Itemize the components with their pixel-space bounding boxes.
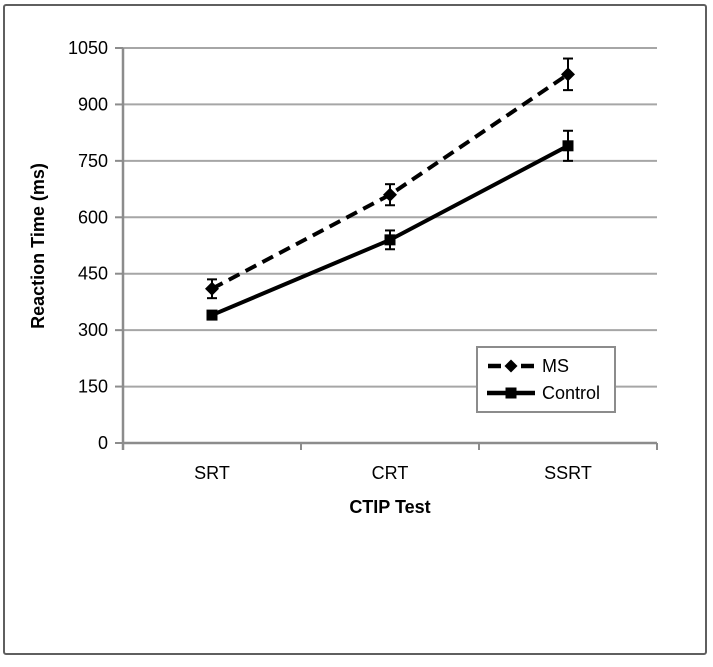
y-tick-label: 1050	[68, 38, 108, 58]
legend-item-ms: MS	[487, 356, 614, 376]
legend-label-ms: MS	[542, 355, 569, 376]
y-axis-title: Reaction Time (ms)	[28, 163, 48, 329]
y-tick-label: 600	[78, 207, 108, 227]
legend-item-control: Control	[487, 383, 614, 403]
marker-diamond	[561, 67, 575, 82]
y-tick-label: 0	[98, 433, 108, 453]
y-tick-label: 300	[78, 320, 108, 340]
y-tick-label: 900	[78, 94, 108, 114]
marker-square	[384, 234, 396, 246]
marker-square	[206, 309, 218, 321]
legend-label-control: Control	[542, 383, 601, 404]
dashed-diamond-line-icon	[488, 359, 534, 373]
marker-diamond	[205, 281, 219, 296]
legend: MS Control	[476, 346, 616, 413]
x-category-label: CRT	[372, 463, 409, 483]
x-axis-title: CTIP Test	[349, 497, 431, 517]
solid-square-line-icon	[487, 387, 535, 399]
marker-diamond	[383, 187, 397, 202]
series-line-ms	[211, 72, 570, 291]
marker-square	[562, 140, 574, 152]
y-tick-label: 450	[78, 264, 108, 284]
y-tick-label: 150	[78, 377, 108, 397]
x-category-label: SSRT	[544, 463, 592, 483]
y-tick-label: 750	[78, 151, 108, 171]
x-category-label: SRT	[194, 463, 230, 483]
